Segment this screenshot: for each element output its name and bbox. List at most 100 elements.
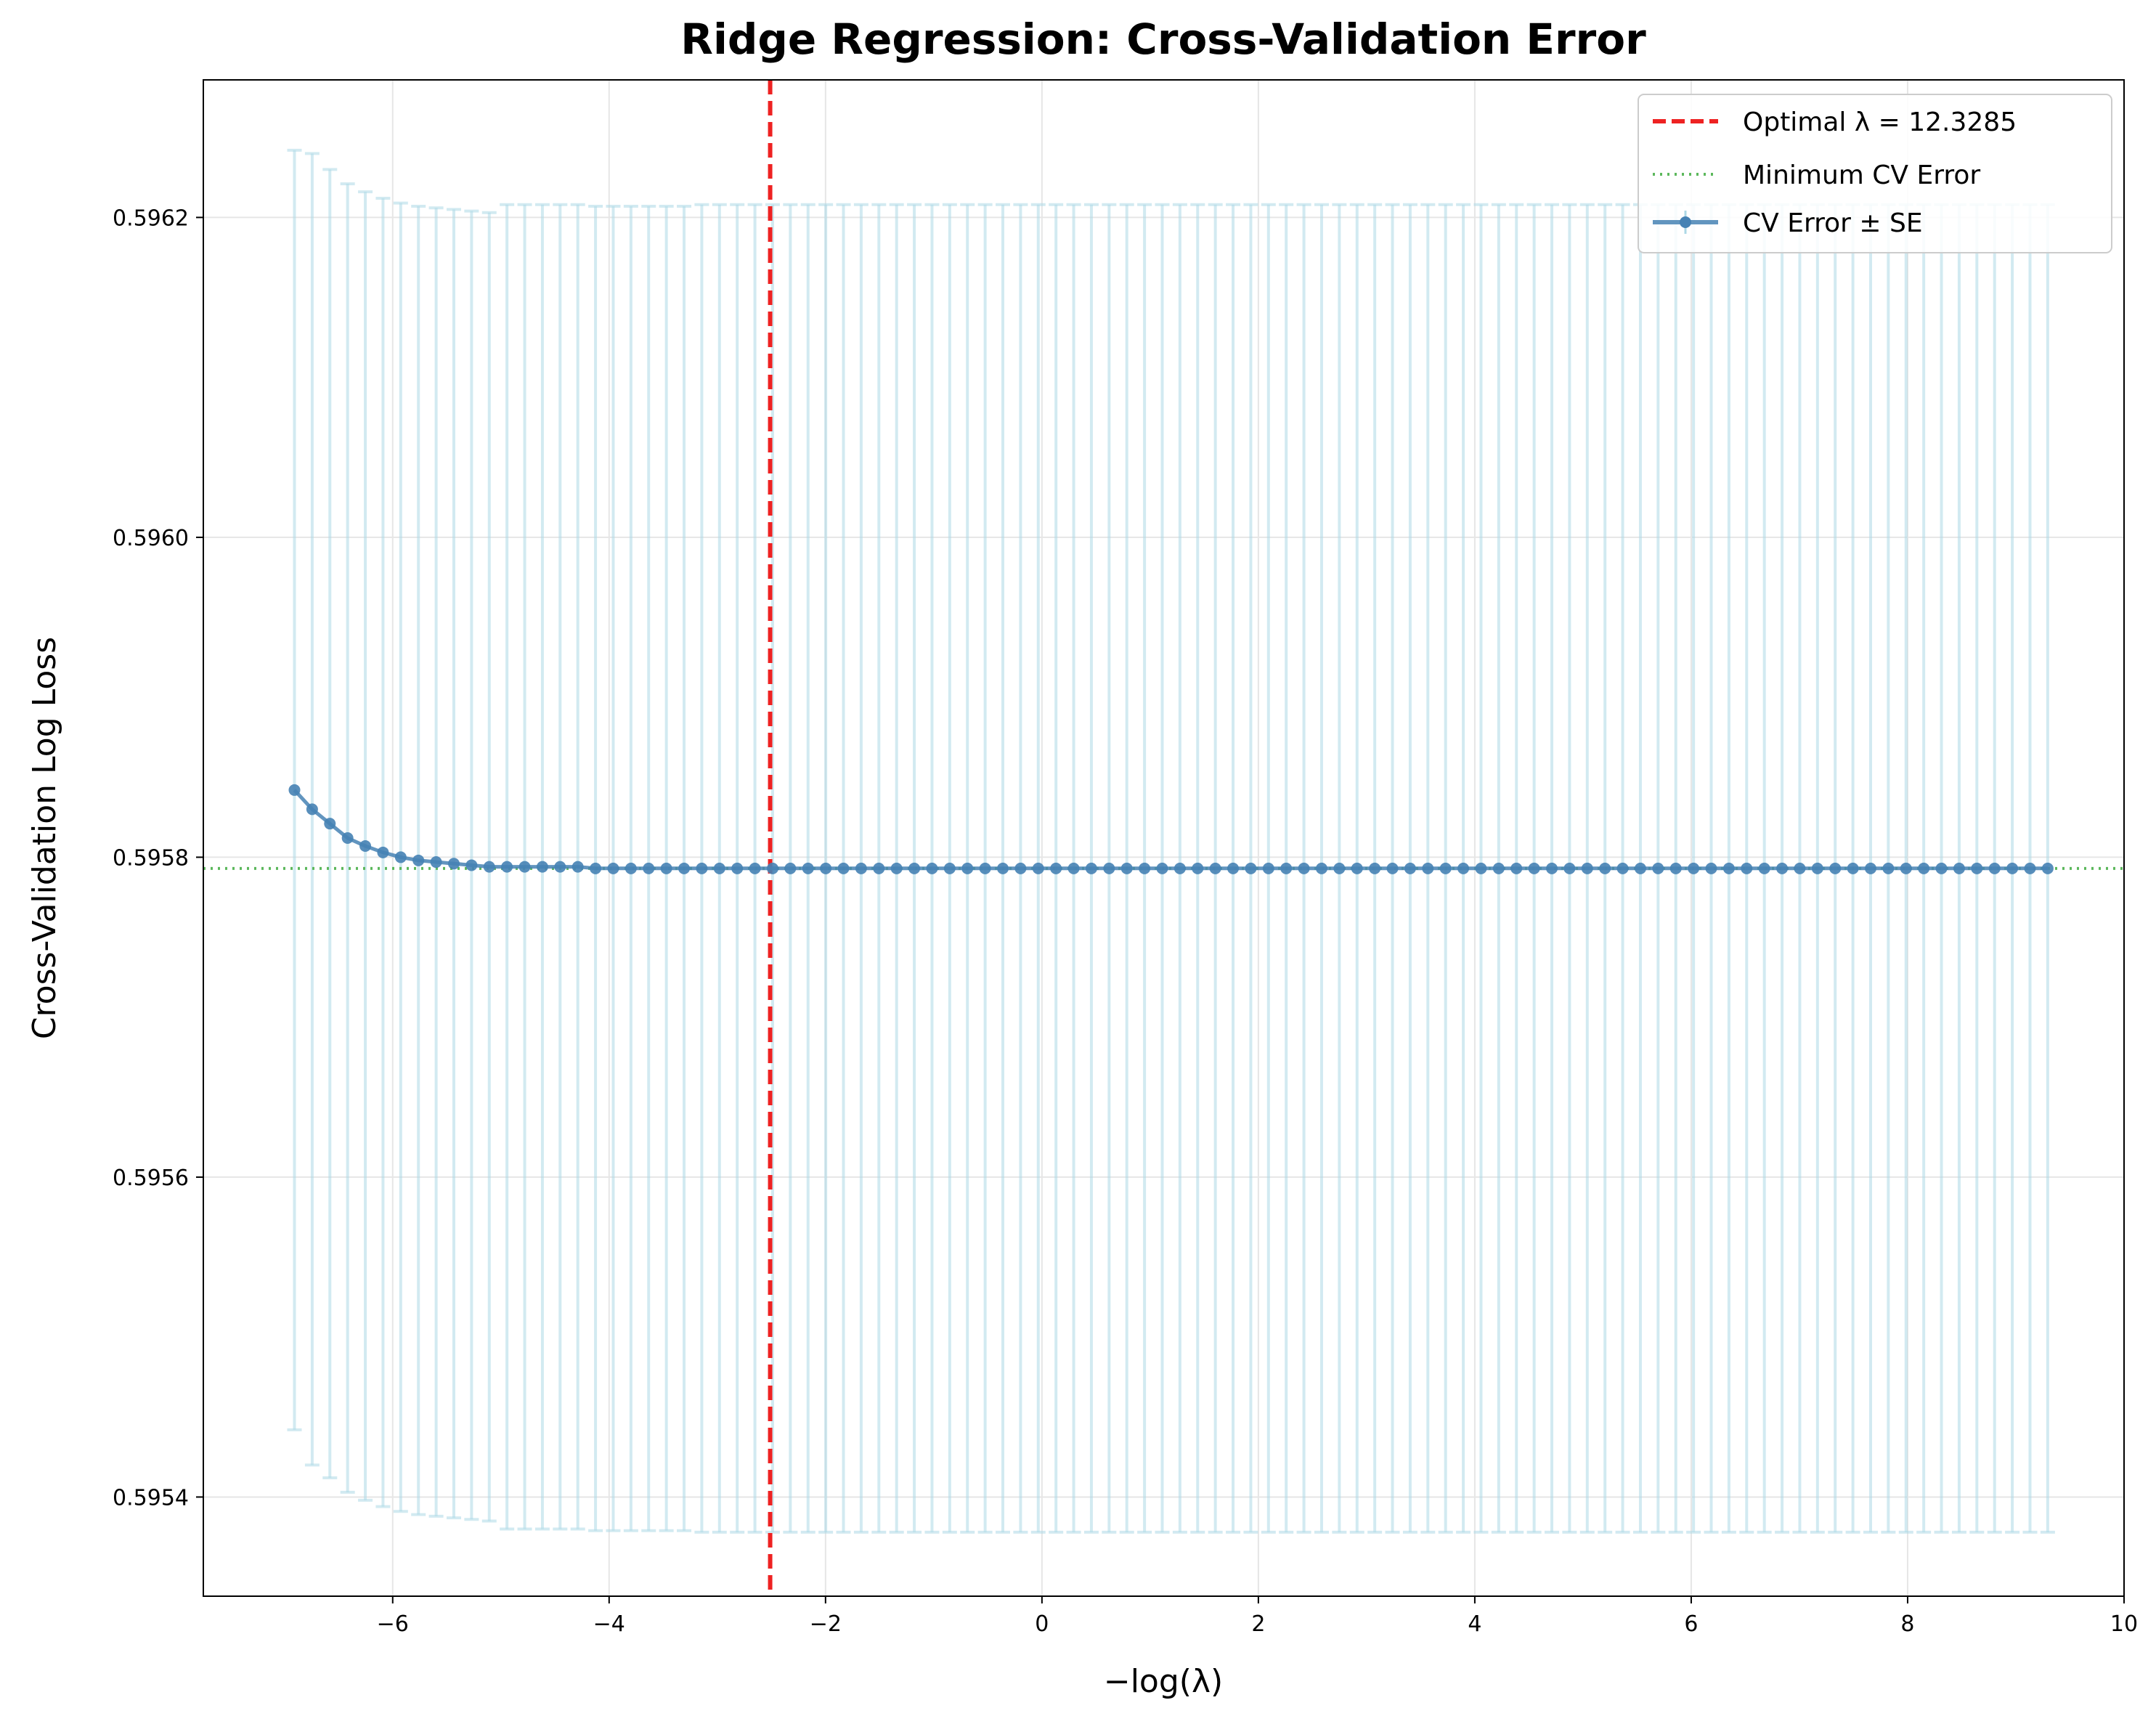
legend-series-marker (1680, 216, 1691, 228)
data-point (501, 861, 513, 873)
data-point (2006, 862, 2019, 874)
data-point (1280, 862, 1293, 874)
x-tick-label: 10 (2110, 1611, 2138, 1637)
data-point (1776, 862, 1789, 874)
data-point (926, 862, 938, 874)
data-point (820, 862, 832, 874)
data-point (607, 862, 619, 874)
data-point (377, 846, 389, 858)
data-point (961, 862, 974, 874)
legend-box (1638, 94, 2112, 253)
data-point (2024, 862, 2036, 874)
data-point (341, 832, 354, 844)
data-point (1829, 862, 1842, 874)
data-point (1192, 862, 1204, 874)
legend-min-label: Minimum CV Error (1743, 160, 1980, 190)
data-point (1563, 862, 1576, 874)
data-point (412, 854, 425, 866)
data-point (1741, 862, 1753, 874)
y-tick-label: 0.5960 (113, 526, 189, 551)
data-point (1510, 862, 1523, 874)
data-point (1847, 862, 1859, 874)
data-point (678, 862, 691, 874)
data-point (997, 862, 1009, 874)
data-point (1971, 862, 1983, 874)
data-point (1811, 862, 1823, 874)
legend: Optimal λ = 12.3285 Minimum CV Error CV … (1638, 94, 2112, 253)
data-point (306, 803, 318, 816)
data-point (1173, 862, 1186, 874)
y-tick-label: 0.5962 (113, 206, 189, 231)
data-point (1492, 862, 1505, 874)
data-point (1953, 862, 1965, 874)
data-point (1103, 862, 1115, 874)
y-tick-label: 0.5956 (113, 1166, 189, 1191)
data-point (979, 862, 991, 874)
data-point (749, 862, 761, 874)
x-tick-label: 2 (1251, 1611, 1265, 1637)
data-point (784, 862, 797, 874)
data-point (1032, 862, 1044, 874)
data-point (1227, 862, 1240, 874)
x-tick-label: −6 (377, 1611, 409, 1637)
data-point (1386, 862, 1399, 874)
data-point (1298, 862, 1310, 874)
data-point (1457, 862, 1470, 874)
data-point (324, 818, 336, 830)
data-point (1351, 862, 1363, 874)
data-point (1546, 862, 1558, 874)
axis-ticks: −6 −4 −2 0 2 4 6 8 10 0.5954 0.5956 0.5958 0.5960 0.5… (113, 206, 2138, 1637)
legend-series-label: CV Error ± SE (1743, 208, 1923, 238)
data-point (855, 862, 867, 874)
data-point (447, 858, 460, 870)
data-point (1404, 862, 1416, 874)
data-point (1528, 862, 1540, 874)
data-point (837, 862, 850, 874)
data-point (873, 862, 885, 874)
data-point (1209, 862, 1221, 874)
y-tick-label: 0.5958 (113, 845, 189, 871)
data-point (766, 862, 778, 874)
data-point (1882, 862, 1895, 874)
data-point (1050, 862, 1062, 874)
data-point (943, 862, 956, 874)
data-point (359, 840, 372, 853)
data-point (1439, 862, 1452, 874)
x-tick-label: 4 (1468, 1611, 1481, 1637)
data-point (1616, 862, 1629, 874)
data-point (1085, 862, 1097, 874)
data-point (1599, 862, 1611, 874)
x-tick-label: 8 (1900, 1611, 1914, 1637)
data-point (1369, 862, 1381, 874)
x-tick-label: −2 (810, 1611, 842, 1637)
x-axis-label: −log(λ) (1104, 1663, 1223, 1700)
data-point (1014, 862, 1027, 874)
data-point (802, 862, 814, 874)
data-point (890, 862, 903, 874)
data-point (713, 862, 725, 874)
series-line (293, 789, 2048, 871)
data-point (1262, 862, 1274, 874)
data-point (643, 862, 655, 874)
chart-title: Ridge Regression: Cross-Validation Error (680, 15, 1646, 64)
data-point (908, 862, 921, 874)
data-point (536, 861, 548, 873)
data-point (1705, 862, 1717, 874)
data-point (1067, 862, 1080, 874)
data-point (518, 861, 531, 873)
legend-optimal-label: Optimal λ = 12.3285 (1743, 107, 2017, 137)
data-point (2041, 862, 2054, 874)
data-point (288, 784, 301, 796)
data-point (1669, 862, 1682, 874)
data-point (465, 859, 478, 871)
data-point (1634, 862, 1646, 874)
plot-frame (203, 79, 2125, 1597)
data-point (1120, 862, 1133, 874)
data-point (696, 862, 708, 874)
data-point (625, 862, 637, 874)
data-point (1900, 862, 1912, 874)
data-point (1722, 862, 1735, 874)
